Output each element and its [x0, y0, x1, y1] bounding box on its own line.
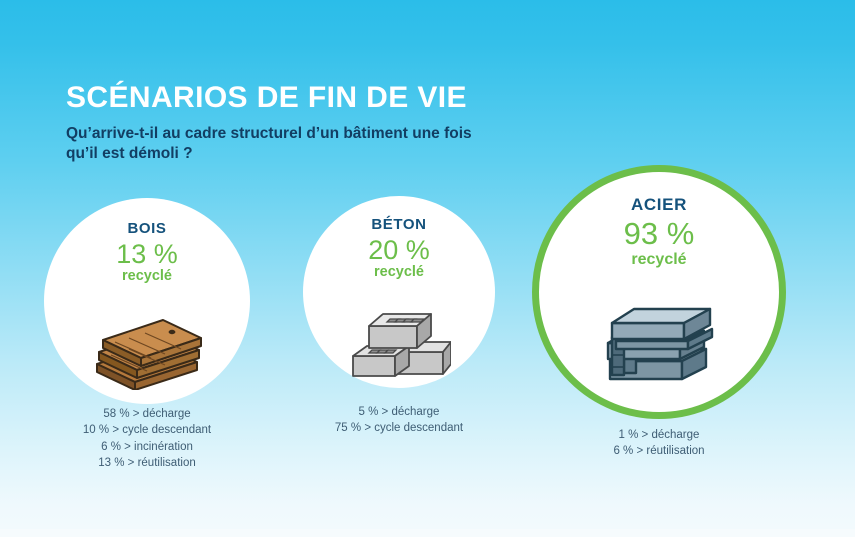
header: SCÉNARIOS DE FIN DE VIE Qu’arrive-t-il a… — [66, 82, 586, 165]
material-card-beton: BÉTON 20 % recyclé — [303, 196, 495, 434]
material-recycled-label-bois: recyclé — [122, 268, 172, 285]
material-fates-beton: 5 % > décharge 75 % > cycle descendant — [303, 404, 495, 437]
page-subtitle: Qu’arrive-t-il au cadre structurel d’un … — [66, 124, 472, 163]
fate-line: 13 % > réutilisation — [98, 456, 196, 469]
material-percent-acier: 93 % — [623, 216, 695, 251]
fate-line: 10 % > cycle descendant — [82, 424, 212, 437]
fate-line: 75 % > cycle descendant — [334, 422, 464, 435]
fate-line: 1 % > décharge — [618, 429, 700, 441]
material-recycled-label-acier: recyclé — [631, 250, 687, 268]
material-fates-acier: 1 % > décharge 6 % > réutilisation — [532, 427, 786, 460]
material-label-group-bois: BOIS 13 % recyclé — [44, 220, 250, 284]
fate-line: 5 % > décharge — [358, 406, 440, 418]
material-icon-wrap-acier — [532, 295, 786, 391]
material-card-acier: ACIER 93 % recyclé — [532, 165, 786, 457]
fate-line: 6 % > incinération — [101, 440, 193, 453]
material-fates-bois: 58 % > décharge 10 % > cycle descendant … — [44, 406, 250, 471]
material-card-bois: BOIS 13 % recyclé — [44, 198, 250, 469]
fate-line: 58 % > décharge — [103, 408, 191, 420]
page-title: SCÉNARIOS DE FIN DE VIE — [66, 81, 467, 114]
fate-line: 6 % > réutilisation — [613, 445, 705, 458]
footer-strip — [0, 529, 855, 537]
material-label-group-beton: BÉTON 20 % recyclé — [303, 216, 495, 280]
material-percent-bois: 13 % — [116, 239, 178, 269]
material-icon-wrap-beton — [303, 302, 495, 382]
material-label-group-acier: ACIER 93 % recyclé — [532, 195, 786, 269]
material-name-acier: ACIER — [631, 195, 687, 214]
wood-planks-icon — [96, 319, 202, 390]
concrete-blocks-icon — [352, 313, 451, 377]
material-recycled-label-beton: recyclé — [374, 264, 424, 281]
material-icon-wrap-bois — [44, 308, 250, 390]
steel-beams-icon — [606, 307, 714, 381]
material-name-beton: BÉTON — [371, 216, 427, 233]
material-name-bois: BOIS — [127, 220, 167, 237]
material-percent-beton: 20 % — [368, 235, 430, 265]
